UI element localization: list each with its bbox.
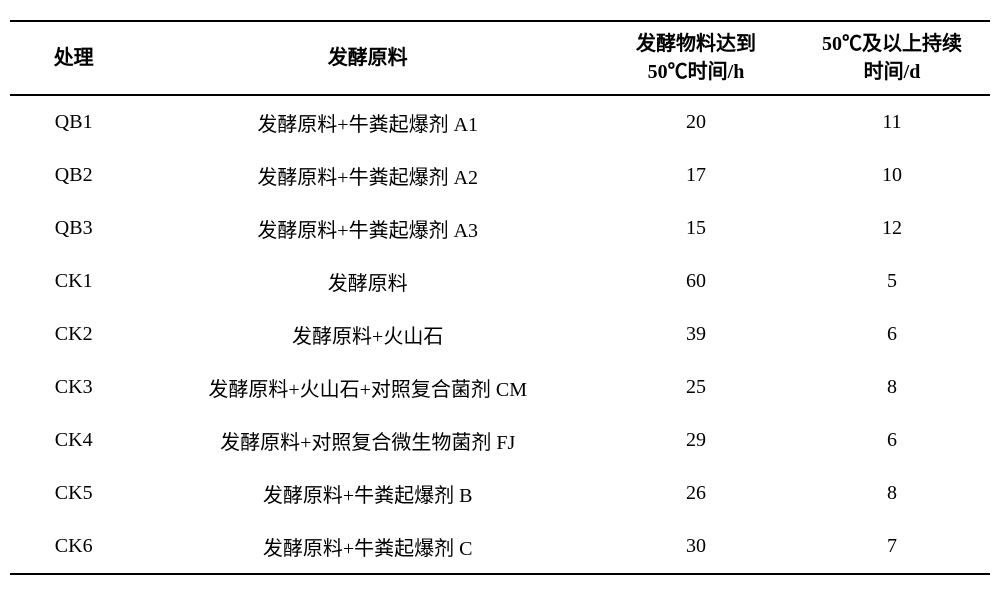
table-cell: 发酵原料+火山石 bbox=[137, 308, 598, 361]
table-cell: QB1 bbox=[10, 95, 137, 149]
table-row: CK2发酵原料+火山石396 bbox=[10, 308, 990, 361]
table-row: CK3发酵原料+火山石+对照复合菌剂 CM258 bbox=[10, 361, 990, 414]
table-row: QB1发酵原料+牛粪起爆剂 A12011 bbox=[10, 95, 990, 149]
table-container: 处理发酵原料发酵物料达到50℃时间/h50℃及以上持续时间/d QB1发酵原料+… bbox=[10, 20, 990, 575]
table-cell: CK1 bbox=[10, 255, 137, 308]
table-cell: 发酵原料 bbox=[137, 255, 598, 308]
header-row: 处理发酵原料发酵物料达到50℃时间/h50℃及以上持续时间/d bbox=[10, 21, 990, 95]
table-cell: 30 bbox=[598, 520, 794, 574]
table-cell: 6 bbox=[794, 308, 990, 361]
table-cell: 11 bbox=[794, 95, 990, 149]
table-cell: 发酵原料+牛粪起爆剂 C bbox=[137, 520, 598, 574]
table-cell: 60 bbox=[598, 255, 794, 308]
header-cell: 处理 bbox=[10, 21, 137, 95]
table-cell: 20 bbox=[598, 95, 794, 149]
table-cell: 39 bbox=[598, 308, 794, 361]
table-cell: 5 bbox=[794, 255, 990, 308]
table-cell: 8 bbox=[794, 361, 990, 414]
table-cell: 29 bbox=[598, 414, 794, 467]
table-cell: 17 bbox=[598, 149, 794, 202]
table-cell: 7 bbox=[794, 520, 990, 574]
table-cell: QB3 bbox=[10, 202, 137, 255]
table-row: QB2发酵原料+牛粪起爆剂 A21710 bbox=[10, 149, 990, 202]
table-cell: 发酵原料+牛粪起爆剂 A1 bbox=[137, 95, 598, 149]
table-cell: 15 bbox=[598, 202, 794, 255]
table-row: CK1发酵原料605 bbox=[10, 255, 990, 308]
table-cell: 发酵原料+牛粪起爆剂 A3 bbox=[137, 202, 598, 255]
header-cell: 发酵物料达到50℃时间/h bbox=[598, 21, 794, 95]
data-table: 处理发酵原料发酵物料达到50℃时间/h50℃及以上持续时间/d QB1发酵原料+… bbox=[10, 20, 990, 575]
table-body: QB1发酵原料+牛粪起爆剂 A12011QB2发酵原料+牛粪起爆剂 A21710… bbox=[10, 95, 990, 574]
table-row: CK5发酵原料+牛粪起爆剂 B268 bbox=[10, 467, 990, 520]
table-cell: 发酵原料+牛粪起爆剂 B bbox=[137, 467, 598, 520]
table-cell: CK6 bbox=[10, 520, 137, 574]
table-header: 处理发酵原料发酵物料达到50℃时间/h50℃及以上持续时间/d bbox=[10, 21, 990, 95]
table-cell: 6 bbox=[794, 414, 990, 467]
table-cell: 10 bbox=[794, 149, 990, 202]
table-cell: 发酵原料+牛粪起爆剂 A2 bbox=[137, 149, 598, 202]
table-cell: QB2 bbox=[10, 149, 137, 202]
table-row: CK6发酵原料+牛粪起爆剂 C307 bbox=[10, 520, 990, 574]
table-cell: 12 bbox=[794, 202, 990, 255]
table-cell: CK5 bbox=[10, 467, 137, 520]
header-cell: 发酵原料 bbox=[137, 21, 598, 95]
table-row: QB3发酵原料+牛粪起爆剂 A31512 bbox=[10, 202, 990, 255]
table-cell: CK4 bbox=[10, 414, 137, 467]
header-cell: 50℃及以上持续时间/d bbox=[794, 21, 990, 95]
table-cell: 发酵原料+对照复合微生物菌剂 FJ bbox=[137, 414, 598, 467]
table-cell: 8 bbox=[794, 467, 990, 520]
table-cell: CK3 bbox=[10, 361, 137, 414]
table-row: CK4发酵原料+对照复合微生物菌剂 FJ296 bbox=[10, 414, 990, 467]
table-cell: 26 bbox=[598, 467, 794, 520]
table-cell: CK2 bbox=[10, 308, 137, 361]
table-cell: 发酵原料+火山石+对照复合菌剂 CM bbox=[137, 361, 598, 414]
table-cell: 25 bbox=[598, 361, 794, 414]
